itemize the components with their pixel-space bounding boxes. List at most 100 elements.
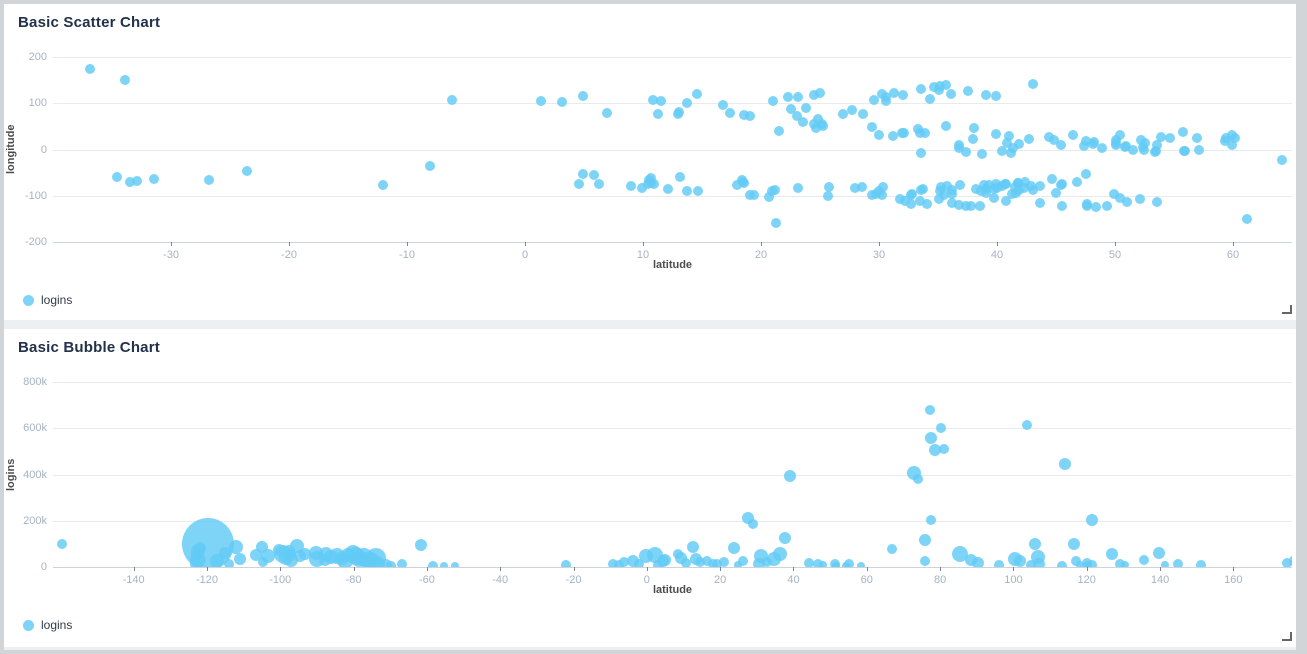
scatter-point[interactable] [815,88,826,99]
scatter-point[interactable] [1179,146,1190,157]
bubble-point[interactable] [298,547,311,560]
bubble-point[interactable] [936,422,947,433]
scatter-point[interactable] [946,184,957,195]
bubble-point[interactable] [718,556,729,567]
scatter-point[interactable] [941,120,952,131]
scatter-point[interactable] [692,186,703,197]
bubble-point[interactable] [396,559,407,567]
scatter-point[interactable] [938,189,949,200]
scatter-point[interactable] [996,146,1007,157]
scatter-point[interactable] [1014,185,1025,196]
scatter-point[interactable] [732,180,743,191]
bubble-point[interactable] [925,515,936,526]
bubble-point[interactable] [1282,557,1292,567]
scatter-point[interactable] [1192,133,1202,144]
scatter-point[interactable] [792,182,803,193]
scatter-point[interactable] [823,190,834,201]
scatter-point[interactable] [1023,133,1034,144]
scatter-point[interactable] [856,182,867,193]
scatter-point[interactable] [1139,145,1150,156]
scatter-point[interactable] [919,128,930,139]
scatter-point[interactable] [935,181,946,192]
scatter-point[interactable] [1000,196,1011,207]
scatter-point[interactable] [976,148,987,159]
scatter-point[interactable] [900,195,911,206]
scatter-point[interactable] [934,84,945,95]
scatter-point[interactable] [961,147,972,158]
scatter-point[interactable] [738,110,749,121]
scatter-point[interactable] [808,89,819,100]
scatter-point[interactable] [1177,127,1188,138]
scatter-point[interactable] [916,84,927,95]
bubble-point[interactable] [938,443,949,454]
scatter-point[interactable] [1110,135,1121,146]
scatter-point[interactable] [593,179,604,190]
scatter-point[interactable] [933,193,944,204]
scatter-point[interactable] [990,90,1001,101]
scatter-point[interactable] [149,174,160,185]
scatter-point[interactable] [953,199,964,210]
scatter-point[interactable] [1165,132,1176,143]
scatter-point[interactable] [242,166,253,177]
scatter-legend-logins[interactable]: logins [23,293,72,307]
scatter-point[interactable] [945,88,956,99]
scatter-point[interactable] [921,199,932,210]
bubble-point[interactable] [1196,559,1207,567]
scatter-point[interactable] [656,95,667,106]
bubble-point[interactable] [912,473,923,484]
scatter-point[interactable] [1156,131,1167,142]
scatter-point[interactable] [1122,197,1133,208]
scatter-point[interactable] [111,171,122,182]
bubble-point[interactable] [1026,559,1037,567]
scatter-point[interactable] [1101,201,1112,212]
scatter-point[interactable] [818,120,829,131]
scatter-point[interactable] [377,180,388,191]
scatter-point[interactable] [991,182,1002,193]
bubble-point[interactable] [711,559,722,567]
scatter-point[interactable] [1050,187,1061,198]
scatter-point[interactable] [652,109,663,120]
bubble-point[interactable] [784,469,797,482]
scatter-point[interactable] [649,179,660,190]
scatter-point[interactable] [1046,173,1057,184]
scatter-point[interactable] [798,117,809,128]
scatter-point[interactable] [1108,189,1119,200]
scatter-point[interactable] [846,105,857,116]
scatter-point[interactable] [988,193,999,204]
scatter-point[interactable] [941,79,952,90]
scatter-point[interactable] [768,95,779,106]
scatter-point[interactable] [800,102,811,113]
scatter-point[interactable] [725,108,736,119]
bubble-point[interactable] [701,555,712,566]
scatter-point[interactable] [877,189,888,200]
scatter-point[interactable] [574,178,585,189]
scatter-point[interactable] [125,177,136,188]
scatter-point[interactable] [446,95,457,106]
bubble-point[interactable] [57,538,68,549]
scatter-point[interactable] [1027,185,1038,196]
scatter-point[interactable] [120,74,131,85]
scatter-point[interactable] [647,95,658,106]
scatter-point[interactable] [876,88,887,99]
bubble-point[interactable] [1152,546,1165,559]
bubble-point[interactable] [762,557,773,567]
scatter-point[interactable] [1044,132,1055,143]
scatter-point[interactable] [991,129,1002,140]
bubble-point[interactable] [813,558,824,567]
scatter-point[interactable] [981,90,992,101]
scatter-point[interactable] [1014,138,1025,149]
bubble-point[interactable] [618,557,629,567]
bubble-point[interactable] [919,556,930,567]
bubble-point[interactable] [229,539,244,554]
bubble-point[interactable] [918,533,931,546]
scatter-point[interactable] [1149,147,1160,158]
bubble-point[interactable] [218,546,231,559]
scatter-point[interactable] [1096,143,1107,154]
bubble-point[interactable] [972,556,985,567]
scatter-point[interactable] [792,92,803,103]
bubble-point[interactable] [1138,555,1149,566]
scatter-point[interactable] [773,126,784,137]
scatter-point[interactable] [1034,198,1045,209]
scatter-point[interactable] [577,91,588,102]
scatter-point[interactable] [1019,177,1030,188]
